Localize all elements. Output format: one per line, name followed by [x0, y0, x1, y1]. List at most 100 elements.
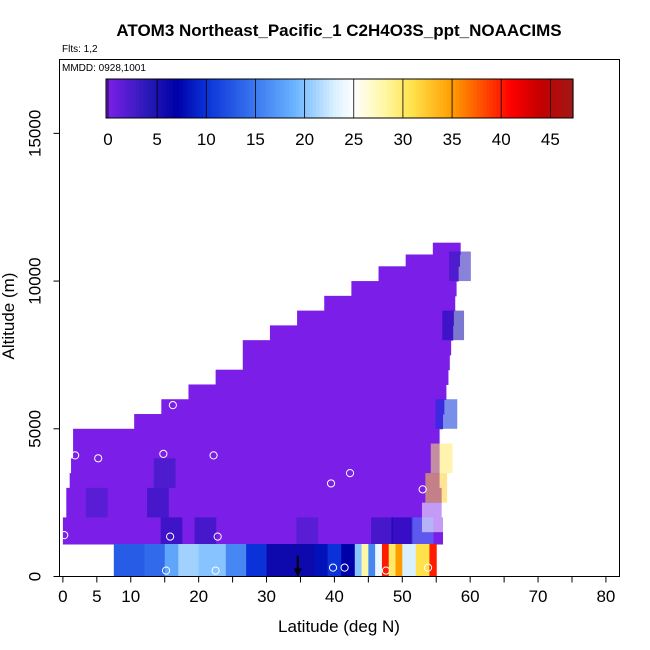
x-tick-label: 50	[393, 587, 412, 606]
y-tick-label: 15000	[26, 110, 45, 157]
field-band	[405, 254, 460, 267]
colorbar-swatch	[216, 79, 221, 118]
colorbar-swatch	[209, 79, 214, 118]
x-tick-label: 0	[58, 587, 67, 606]
colorbar-swatch	[512, 79, 517, 118]
field-band	[73, 443, 440, 459]
observation-point	[60, 531, 69, 540]
colorbar-swatch	[206, 79, 211, 118]
colorbar-swatch	[139, 79, 144, 118]
colorbar-swatch	[329, 79, 334, 118]
colorbar-swatch	[112, 79, 117, 118]
field-cell	[147, 487, 169, 518]
low-layer-cell	[246, 544, 268, 577]
colorbar-swatch	[189, 79, 194, 118]
colorbar-swatch	[279, 79, 284, 118]
colorbar-swatch	[339, 79, 344, 118]
field-cell	[442, 310, 465, 341]
colorbar-swatch	[226, 79, 231, 118]
colorbar-swatch	[256, 79, 261, 118]
colorbar-swatch	[519, 79, 524, 118]
colorbar-swatch	[406, 79, 411, 118]
colorbar-swatch	[409, 79, 414, 118]
colorbar-swatch	[169, 79, 174, 118]
field-band	[62, 532, 444, 545]
colorbar-swatch	[436, 79, 441, 118]
colorbar-swatch	[259, 79, 264, 118]
colorbar-swatch	[316, 79, 321, 118]
colorbar-tick-label: 40	[492, 130, 511, 149]
colorbar-swatch	[466, 79, 471, 118]
observation-point	[213, 532, 222, 541]
colorbar-swatch	[152, 79, 157, 118]
low-layer-cell	[144, 544, 166, 577]
colorbar-swatch	[569, 79, 574, 118]
colorbar-tick-label: 25	[344, 130, 363, 149]
colorbar-swatch	[272, 79, 277, 118]
colorbar-swatch	[229, 79, 234, 118]
observation-points	[60, 401, 433, 575]
colorbar-swatch	[532, 79, 537, 118]
colorbar-swatch	[299, 79, 304, 118]
colorbar-swatch	[542, 79, 547, 118]
colorbar-swatch	[399, 79, 404, 118]
field-cell	[296, 517, 319, 547]
colorbar-swatch	[379, 79, 384, 118]
colorbar-swatch	[536, 79, 541, 118]
colorbar-swatch	[389, 79, 394, 118]
observation-point	[423, 563, 433, 572]
colorbar-swatch	[326, 79, 331, 118]
observation-point	[168, 401, 177, 410]
field-band	[269, 325, 454, 341]
colorbar-swatch	[549, 79, 554, 118]
field-band	[378, 266, 459, 282]
colorbar-swatch	[526, 79, 531, 118]
colorbar-swatch	[142, 79, 147, 118]
colorbar-swatch	[369, 79, 374, 118]
field-cell	[425, 473, 448, 503]
colorbar-swatch	[336, 79, 341, 118]
colorbar-swatch	[202, 79, 207, 118]
x-tick-label: 70	[529, 587, 548, 606]
low-layer-cell	[368, 544, 376, 577]
colorbar-swatch	[359, 79, 364, 118]
colorbar-swatch	[126, 79, 130, 118]
field-band	[351, 281, 457, 297]
field-cell	[449, 251, 471, 282]
field-cell	[194, 517, 217, 547]
colorbar-swatch	[166, 79, 170, 118]
x-tick-label: 10	[121, 587, 140, 606]
colorbar-swatch	[122, 79, 127, 118]
colorbar-tick-label: 5	[152, 130, 161, 149]
colorbar-swatch	[282, 79, 287, 118]
colorbar-swatch	[236, 79, 241, 118]
colorbar-swatch	[356, 79, 361, 118]
field-band	[62, 517, 444, 533]
low-layer-cell	[266, 544, 295, 577]
colorbar-swatch	[312, 79, 317, 118]
colorbar-swatch	[506, 79, 511, 118]
low-layer-cell	[361, 544, 369, 577]
colorbar-swatch	[192, 79, 197, 118]
low-layer-cell	[395, 544, 403, 577]
colorbar-swatch	[242, 79, 247, 118]
colorbar-swatch	[306, 79, 311, 118]
colorbar-swatch	[266, 79, 271, 118]
low-layer-cell	[354, 544, 363, 577]
colorbar-swatch	[362, 79, 367, 118]
observation-point	[71, 451, 80, 460]
colorbar-swatch	[396, 79, 401, 118]
low-layer-cell	[293, 544, 315, 577]
field-band	[73, 428, 440, 445]
x-axis-label: Latitude (deg N)	[278, 617, 400, 636]
colorbar-swatch	[442, 79, 447, 118]
field-cell	[421, 502, 444, 533]
colorbar-swatch	[172, 79, 177, 118]
y-axis-label: Altitude (m)	[0, 273, 18, 360]
low-layer-cell	[388, 544, 396, 577]
colorbar-tick-label: 0	[103, 130, 112, 149]
colorbar-swatch	[309, 79, 314, 118]
colorbar-swatch	[502, 79, 507, 118]
colorbar-swatch	[462, 79, 467, 118]
colorbar-swatch	[269, 79, 274, 118]
